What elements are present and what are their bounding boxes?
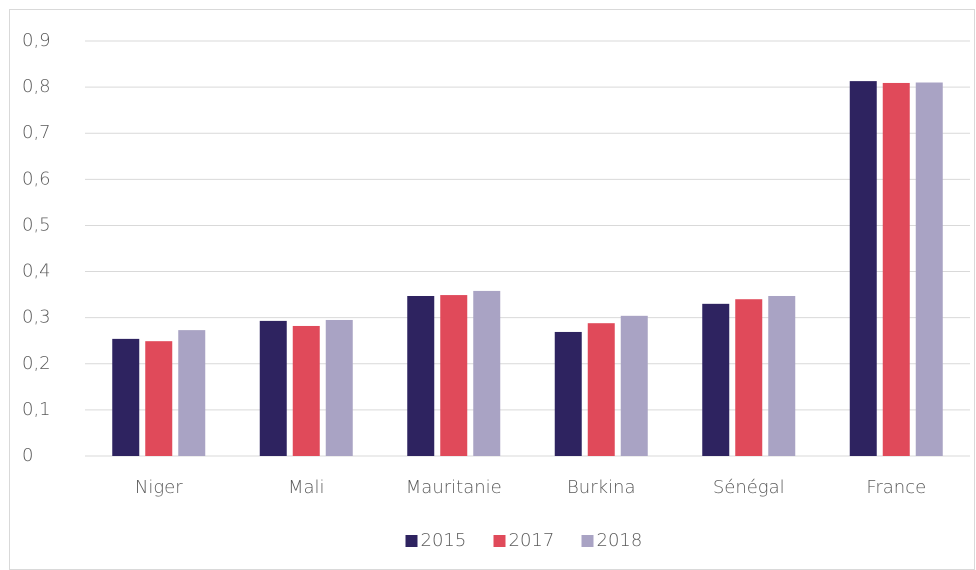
bar	[112, 338, 140, 456]
legend-label: 2018	[597, 530, 643, 551]
bar	[440, 295, 468, 456]
bar	[735, 299, 763, 456]
x-tick-label: Mauritanie	[406, 477, 502, 498]
bar	[325, 319, 353, 456]
bar	[849, 81, 877, 456]
legend-swatch	[405, 535, 418, 547]
y-tick-label: 0,5	[22, 214, 51, 235]
y-tick-label: 0	[22, 445, 33, 466]
bar	[554, 331, 582, 456]
bar	[915, 82, 943, 456]
y-tick-label: 0,1	[22, 399, 51, 420]
y-tick-label: 0,9	[22, 30, 51, 51]
bar	[620, 315, 648, 456]
x-tick-label: Burkina	[567, 477, 635, 498]
bar	[702, 303, 730, 456]
y-tick-label: 0,4	[22, 261, 51, 282]
legend-label: 2015	[421, 530, 467, 551]
bar	[882, 82, 910, 456]
legend-label: 2017	[509, 530, 555, 551]
legend-swatch	[581, 535, 594, 547]
bar	[292, 325, 320, 456]
y-tick-label: 0,8	[22, 76, 51, 97]
bar	[145, 341, 173, 456]
bar	[473, 290, 501, 456]
bar	[259, 320, 287, 456]
y-tick-label: 0,6	[22, 168, 51, 189]
x-tick-label: France	[866, 477, 926, 498]
x-tick-label: Mali	[288, 477, 325, 498]
bar	[768, 295, 796, 456]
x-tick-label: Niger	[135, 477, 183, 498]
legend-swatch	[493, 535, 506, 547]
y-tick-label: 0,7	[22, 122, 51, 143]
x-tick-label: Sénégal	[713, 477, 785, 498]
y-tick-label: 0,3	[22, 307, 51, 328]
y-tick-label: 0,2	[22, 353, 51, 374]
bar	[407, 295, 435, 456]
bar	[587, 323, 615, 456]
bar	[178, 330, 206, 456]
